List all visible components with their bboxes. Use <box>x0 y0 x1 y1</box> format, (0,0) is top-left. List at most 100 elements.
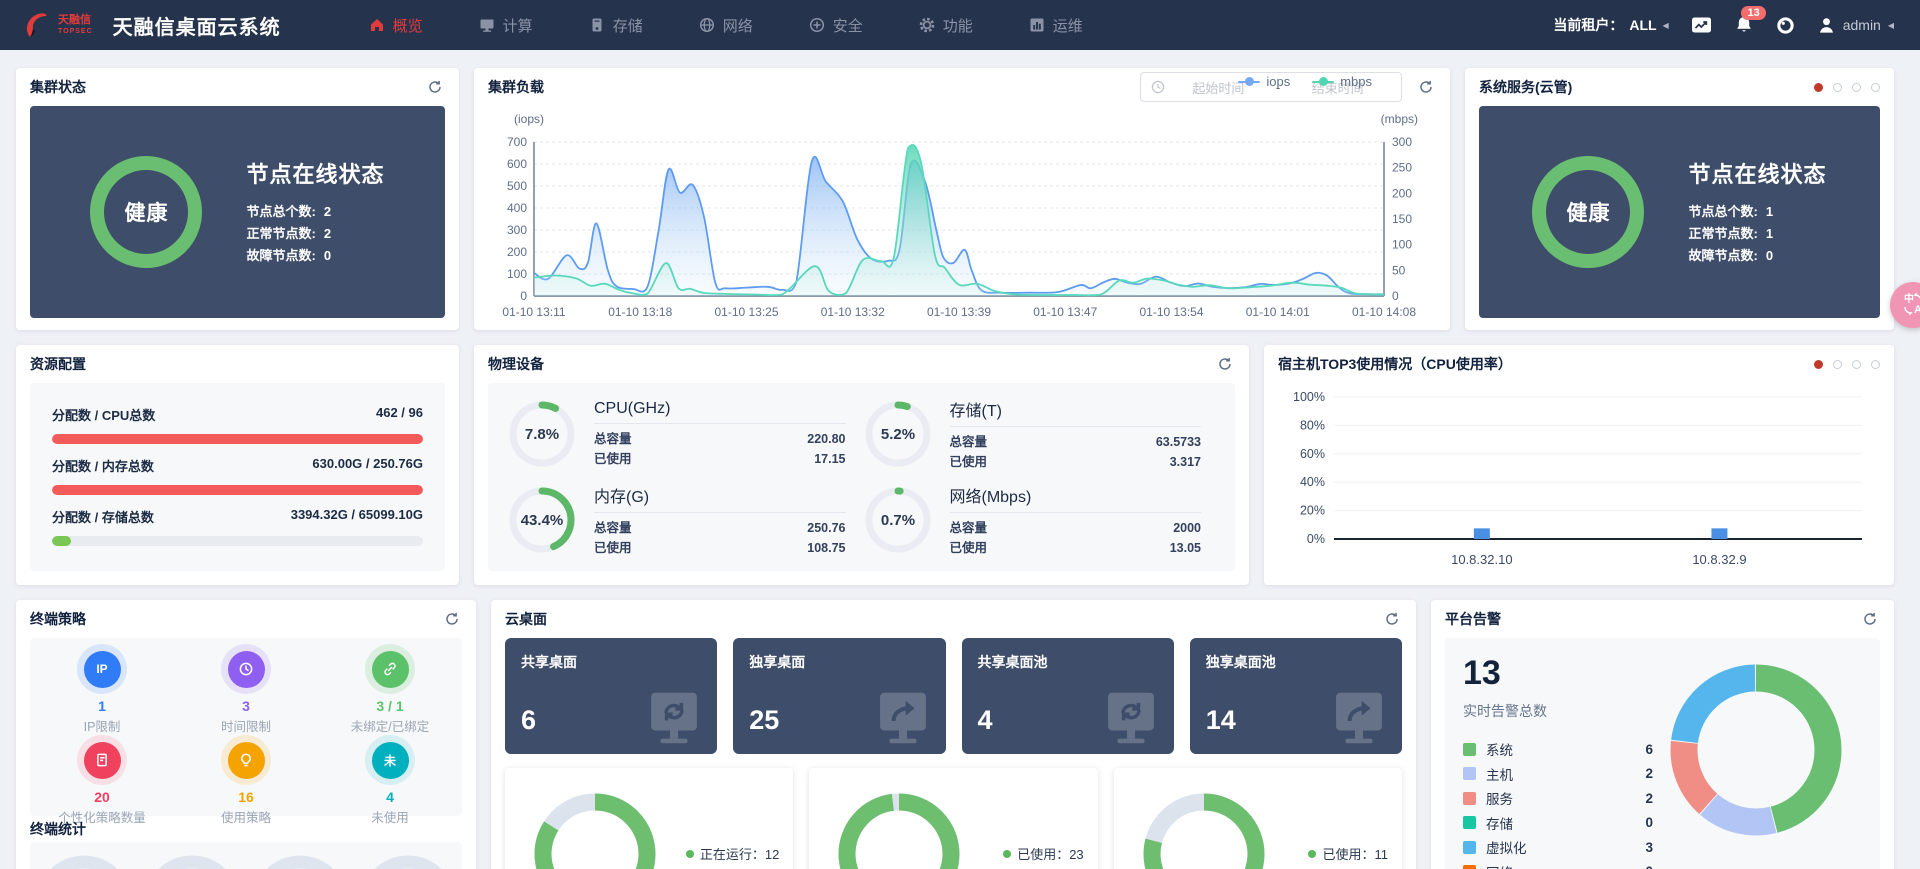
link-icon <box>371 650 409 688</box>
policy-item-used[interactable]: 16 使用策略 <box>174 735 318 826</box>
terminal-stats-panel <box>30 842 462 869</box>
brand: 天融信 TOPSEC 天融信桌面云系统 <box>20 10 281 40</box>
system-service-panel: 健康 节点在线状态 节点总个数: 1 正常节点数: 1 故障节点数: 0 <box>1479 106 1880 318</box>
screen-button[interactable] <box>1776 16 1795 35</box>
pagination-dot[interactable] <box>1814 82 1823 92</box>
alarm-total: 13 <box>1463 654 1501 692</box>
user-menu[interactable]: admin ◀ <box>1817 16 1894 35</box>
gauge-network: 0.7% 网络(Mbps) 总容量 2000 已使用 13.05 <box>862 477 1218 563</box>
svg-text:0.7%: 0.7% <box>880 512 914 529</box>
svg-text:150: 150 <box>1392 212 1412 226</box>
policy-item-ip[interactable]: IP 1 IP限制 <box>30 644 174 735</box>
stat-row: 节点总个数: 1 <box>1688 204 1774 219</box>
svg-text:01-10 13:25: 01-10 13:25 <box>714 305 778 319</box>
pagination-dot[interactable] <box>1852 82 1861 92</box>
start-time-input[interactable]: 起始时间 <box>1192 80 1245 96</box>
svg-text:A: A <box>1914 304 1920 316</box>
resource-row: 分配数 / 内存总数 630.00G / 250.76G <box>52 456 423 495</box>
nav-item-function[interactable]: 功能 <box>919 15 973 36</box>
refresh-icon[interactable] <box>1416 77 1436 97</box>
alarm-legend-row[interactable]: 网络0 <box>1463 860 1653 869</box>
policy-item-personalized[interactable]: 20 个性化策略数量 <box>30 735 174 826</box>
policy-item-time[interactable]: 3 时间限制 <box>174 644 318 735</box>
user-icon <box>1819 17 1833 33</box>
svg-text:200: 200 <box>507 245 527 259</box>
pagination-dots <box>1814 359 1880 369</box>
legend-mbps[interactable]: mbps <box>1312 74 1372 89</box>
time-limit-icon <box>227 650 265 688</box>
refresh-monitor-icon <box>651 692 698 744</box>
pagination-dot[interactable] <box>1871 82 1880 92</box>
policy-item-binding[interactable]: 3 / 1 未绑定/已绑定 <box>318 644 462 735</box>
svg-text:80%: 80% <box>1300 418 1325 432</box>
tenant-selector[interactable]: 当前租户： ALL ◀ <box>1553 17 1669 33</box>
pagination-dot[interactable] <box>1833 82 1842 92</box>
desktop-usage-card: 已使用：11 <box>1113 768 1402 869</box>
policy-doc-icon <box>83 741 121 779</box>
svg-text:250: 250 <box>1392 161 1412 175</box>
refresh-icon[interactable] <box>1215 354 1235 374</box>
svg-text:01-10 13:11: 01-10 13:11 <box>502 305 565 319</box>
svg-text:400: 400 <box>507 201 527 215</box>
translate-icon: 中A <box>1904 292 1920 316</box>
pagination-dot[interactable] <box>1833 359 1842 369</box>
tile-dedicated-desktop[interactable]: 独享桌面 25 <box>733 638 946 754</box>
svg-text:300: 300 <box>1392 135 1412 149</box>
nav-item-security[interactable]: 安全 <box>809 15 863 36</box>
alarm-notifications-button[interactable]: 13 <box>1734 6 1766 35</box>
usage-donut <box>534 793 656 869</box>
card-host-top3: 宿主机TOP3使用情况（CPU使用率） 0% 20% 40% 60% 80% 100% 10… <box>1264 345 1894 585</box>
stat-ring <box>50 855 118 869</box>
app-title: 天融信桌面云系统 <box>112 16 281 39</box>
alarm-legend-row[interactable]: 系统 6 <box>1463 737 1653 762</box>
gauge-storage: 5.2% 存储(T) 总容量 63.5733 已使用 3.317 <box>862 391 1218 477</box>
pagination-dot[interactable] <box>1871 359 1880 369</box>
refresh-icon[interactable] <box>425 77 445 97</box>
card-title: 集群状态 <box>30 79 86 95</box>
progress-bar <box>52 485 423 495</box>
alarm-legend-row[interactable]: 服务 2 <box>1463 786 1653 811</box>
chevron-left-icon: ◀ <box>1887 20 1894 30</box>
card-title: 集群负载 <box>488 79 544 95</box>
refresh-icon[interactable] <box>442 609 462 629</box>
legend-iops[interactable]: iops <box>1238 74 1290 89</box>
refresh-monitor-icon <box>1107 692 1154 744</box>
card-title: 宿主机TOP3使用情况（CPU使用率） <box>1278 356 1512 372</box>
refresh-icon[interactable] <box>1382 609 1402 629</box>
pagination-dot[interactable] <box>1852 359 1861 369</box>
desktop-usage-card: 已使用：23 <box>809 768 1098 869</box>
policy-item-unused[interactable]: 未 4 未使用 <box>318 735 462 826</box>
alarm-legend-row[interactable]: 虚拟化 3 <box>1463 835 1653 860</box>
network-gauge: 0.7% <box>865 487 930 553</box>
nav-item-storage[interactable]: 存储 <box>589 15 643 36</box>
security-icon <box>809 17 824 33</box>
stat-ring <box>158 855 226 869</box>
memory-gauge: 43.4% <box>509 487 575 553</box>
refresh-icon[interactable] <box>1860 609 1880 629</box>
monitor-chart-button[interactable] <box>1691 16 1712 35</box>
tile-shared-desktop[interactable]: 共享桌面 6 <box>505 638 718 754</box>
share-monitor-icon <box>1336 692 1382 744</box>
alarm-legend-row[interactable]: 主机 2 <box>1463 762 1653 787</box>
svg-text:01-10 13:18: 01-10 13:18 <box>608 305 672 319</box>
stat-row: 正常节点数: 2 <box>246 226 332 241</box>
usage-donut <box>838 793 960 869</box>
nav-item-network[interactable]: 网络 <box>699 15 753 36</box>
tile-shared-pool[interactable]: 共享桌面池 4 <box>961 638 1174 754</box>
alarm-legend-row[interactable]: 存储 0 <box>1463 811 1653 836</box>
pagination-dot[interactable] <box>1814 359 1823 369</box>
logo-cn: 天融信 <box>58 14 91 26</box>
node-status-heading: 节点在线状态 <box>246 162 385 187</box>
nav-item-compute[interactable]: 计算 <box>479 15 533 36</box>
card-title: 终端策略 <box>30 611 86 627</box>
gauge-cpu: 7.8% CPU(GHz) 总容量 220.80 已使用 17.15 <box>506 391 862 477</box>
nav-item-ops[interactable]: 运维 <box>1029 15 1083 36</box>
cluster-load-chart: 0 100 200 300 400 500 600 700 0 50 100 150 200 250 300… <box>502 135 1416 319</box>
alarm-count-badge: 13 <box>1741 6 1766 20</box>
tile-dedicated-pool[interactable]: 独享桌面池 14 <box>1189 638 1402 754</box>
svg-text:500: 500 <box>507 179 527 193</box>
trend-chart-icon <box>1691 17 1711 32</box>
nav-item-overview[interactable]: 概览 <box>369 15 423 36</box>
